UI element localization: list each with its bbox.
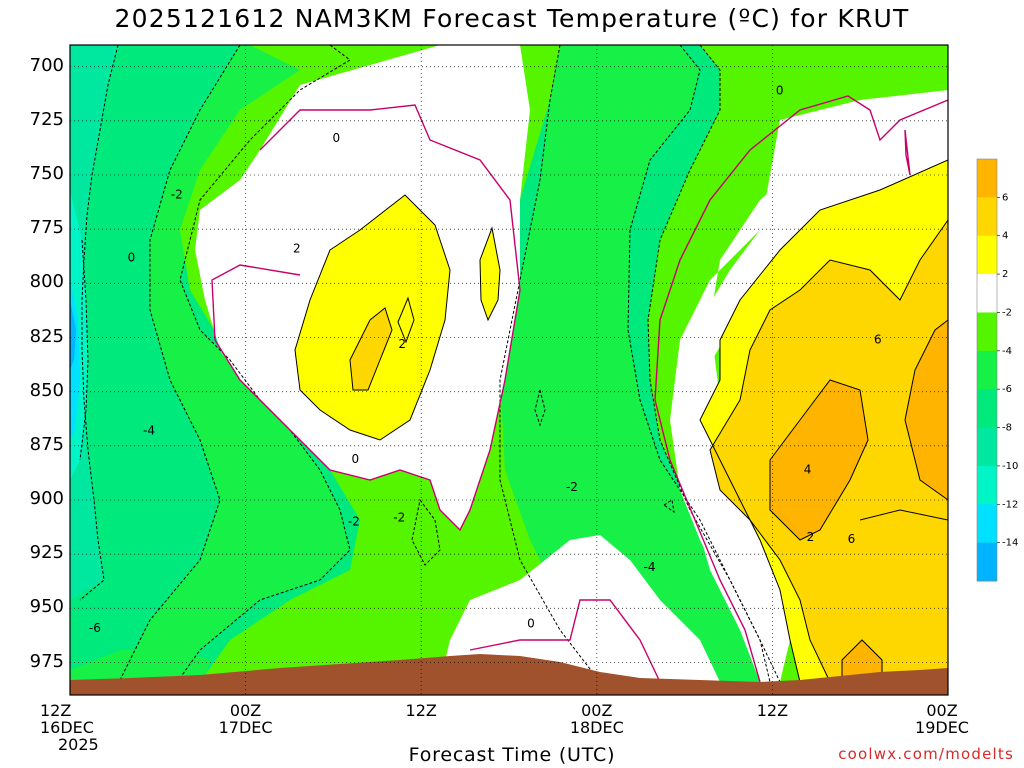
field-band-4-6-west [350, 308, 392, 390]
colorbar-swatch [977, 350, 997, 390]
x-tick-label: 00Z 19DEC [915, 701, 969, 737]
y-tick-label: 975 [29, 650, 64, 672]
field-band-6-8-east [905, 320, 948, 500]
field-band-minus6-minus4 [120, 45, 350, 680]
y-tick-label: 800 [29, 271, 64, 293]
colorbar-swatch [977, 465, 997, 505]
colorbar-label: -12 [1002, 499, 1018, 510]
contour-label: 2 [807, 530, 815, 544]
field-band-minus2-plus2-east [670, 45, 948, 682]
y-tick-label: 700 [29, 54, 64, 76]
colorbar-swatch [977, 504, 997, 544]
field-band-2-4-small [480, 228, 500, 320]
contour-label: 0 [527, 617, 535, 631]
contour-label: 4 [804, 463, 812, 477]
contour-label: 6 [848, 532, 856, 546]
x-axis-label: Forecast Time (UTC) [408, 744, 616, 766]
chart-title: 2025121612 NAM3KM Forecast Temperature (… [114, 4, 910, 33]
x-tick-label: 00Z 17DEC [218, 701, 273, 737]
colorbar-swatch [977, 427, 997, 467]
field-band-minus2-plus2-east-inner [680, 90, 948, 682]
colorbar-swatch [977, 197, 997, 237]
colorbar-swatch [977, 312, 997, 352]
colorbar-label: -2 [1002, 307, 1012, 318]
contour-label: -2 [348, 515, 360, 529]
colorbar-label: -8 [1002, 423, 1012, 434]
plot-frame [69, 44, 949, 696]
contour-label: 0 [128, 250, 136, 264]
x-tick-label: 12Z [405, 701, 437, 720]
colorbar-swatch [977, 159, 997, 198]
contour-label: -4 [643, 560, 655, 574]
zero-contours [211, 95, 948, 683]
colorbar-frame [976, 158, 998, 582]
contour-label: 2 [293, 242, 301, 256]
contour-label: -2 [566, 480, 578, 494]
contour-label: 0 [352, 452, 360, 466]
colorbar: 6 4 2 -2 -4 -6 -8 -10 -12 -14 [976, 158, 1018, 582]
y-tick-label: 875 [29, 433, 64, 455]
x-tick-label: 12Z [756, 701, 789, 720]
terrain [70, 654, 948, 695]
y-tick-label: 925 [29, 542, 64, 564]
y-tick-label: 900 [29, 488, 64, 509]
colorbar-swatch [977, 389, 997, 429]
contour-label: -2 [393, 510, 405, 524]
source-credit[interactable]: coolwx.com/modelts [838, 745, 1014, 763]
positive-contours [294, 159, 948, 683]
colorbar-label: -4 [1002, 346, 1012, 357]
colorbar-label: -6 [1002, 384, 1012, 395]
contour-labels: 0 -2 2 0 2 -4 0 -2 -2 -6 0 -2 -4 0 4 2 6 6 [89, 84, 882, 635]
contour-label: -6 [89, 621, 101, 635]
colorbar-label: 2 [1002, 269, 1008, 280]
field-band-minus6-minus4-east [500, 45, 770, 682]
x-tick-label: 12Z 16DEC 2025 [40, 701, 99, 754]
colorbar-swatch [977, 274, 997, 313]
contour-label: 0 [333, 131, 341, 145]
field-band-minus10-minus8 [70, 45, 118, 600]
y-tick-label: 775 [29, 217, 64, 239]
grid-lines [70, 45, 948, 695]
y-tick-label: 850 [29, 379, 64, 401]
colorbar-swatch [977, 542, 997, 582]
y-tick-label: 950 [29, 596, 64, 618]
x-tick-label: 00Z 18DEC [569, 701, 624, 737]
colorbar-label: -14 [1002, 538, 1018, 549]
y-tick-label: 750 [29, 163, 64, 184]
y-tick-label: 825 [29, 325, 64, 347]
field-band-minus2-plus2-south [440, 535, 720, 682]
contour-label: 6 [874, 333, 882, 347]
contour-label: 0 [776, 84, 784, 98]
colorbar-swatch [977, 235, 997, 275]
contour-label: 2 [398, 337, 406, 351]
field-band-minus16-minus14 [70, 300, 76, 370]
colorbar-label: 4 [1002, 231, 1008, 242]
contour-label: -4 [143, 424, 155, 438]
temperature-field [70, 45, 948, 695]
y-tick-label: 725 [29, 108, 64, 130]
contour-label: -2 [171, 188, 183, 202]
colorbar-label: -10 [1002, 461, 1018, 472]
colorbar-label: 6 [1002, 192, 1008, 203]
